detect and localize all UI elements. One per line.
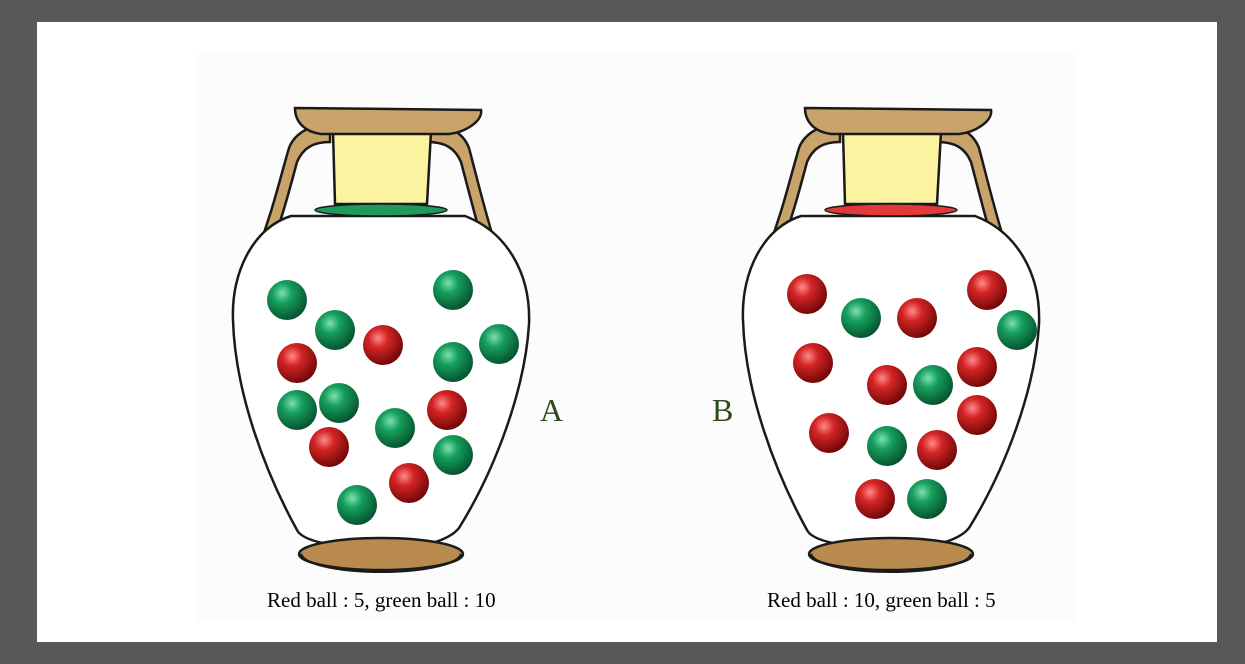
red-ball: [793, 343, 833, 383]
green-ball: [375, 408, 415, 448]
vase-a-rim: [314, 203, 448, 217]
red-ball: [363, 325, 403, 365]
green-ball: [433, 270, 473, 310]
red-ball: [917, 430, 957, 470]
green-ball: [433, 342, 473, 382]
red-ball: [957, 347, 997, 387]
green-ball: [841, 298, 881, 338]
green-ball: [479, 324, 519, 364]
green-ball: [913, 365, 953, 405]
urn-a-label: A: [540, 392, 564, 428]
red-ball: [309, 427, 349, 467]
red-ball: [389, 463, 429, 503]
red-ball: [855, 479, 895, 519]
vase-a-balls: [267, 270, 519, 525]
green-ball: [319, 383, 359, 423]
urn-a-caption: Red ball : 5, green ball : 10: [267, 588, 496, 612]
green-ball: [267, 280, 307, 320]
urn-b-caption: Red ball : 10, green ball : 5: [767, 588, 996, 612]
red-ball: [277, 343, 317, 383]
red-ball: [897, 298, 937, 338]
vase-a-lip: [293, 106, 483, 136]
green-ball: [867, 426, 907, 466]
vase-b-lip: [803, 106, 993, 136]
red-ball: [809, 413, 849, 453]
urn-b-label: B: [712, 392, 734, 428]
vase-a-base: [297, 536, 465, 572]
green-ball: [907, 479, 947, 519]
red-ball: [967, 270, 1007, 310]
green-ball: [277, 390, 317, 430]
urn-drawing: [231, 106, 1041, 574]
green-ball: [997, 310, 1037, 350]
red-ball: [867, 365, 907, 405]
red-ball: [427, 390, 467, 430]
vase-b-base: [807, 536, 975, 572]
vase-a-neck: [331, 130, 433, 206]
vase-b-neck: [841, 130, 943, 206]
red-ball: [957, 395, 997, 435]
red-ball: [787, 274, 827, 314]
green-ball: [433, 435, 473, 475]
vase-b-balls: [787, 270, 1037, 519]
green-ball: [337, 485, 377, 525]
urn-figure: A B Red ball : 5, green ball : 10 Red ba…: [195, 52, 1077, 622]
green-ball: [315, 310, 355, 350]
slide: A B Red ball : 5, green ball : 10 Red ba…: [37, 22, 1217, 642]
vase-a-body: [231, 214, 531, 550]
vase-b-rim: [824, 203, 958, 217]
